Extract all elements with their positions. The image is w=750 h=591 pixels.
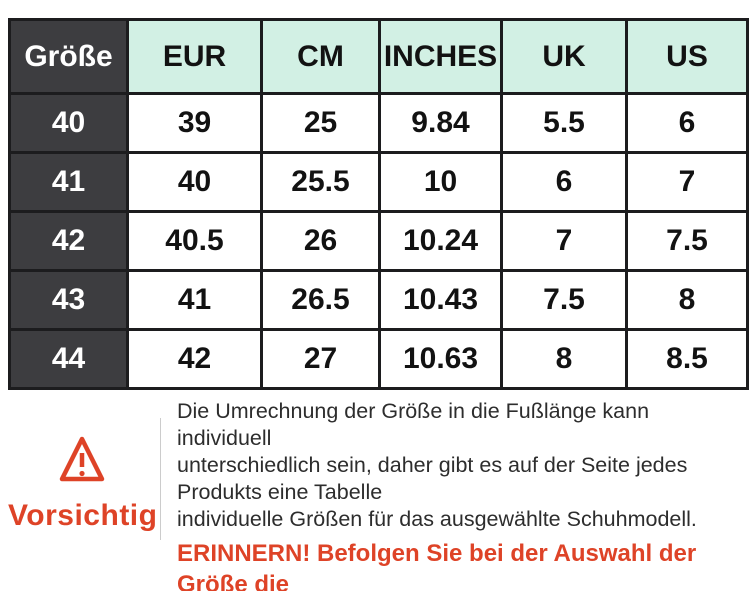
col-header-us: US (625, 18, 749, 95)
row-label-cell: 41 (8, 151, 129, 213)
table-cell: 8.5 (625, 328, 749, 390)
reminder-line: ERINNERN! Befolgen Sie bei der Auswahl d… (177, 540, 697, 591)
table-cell: 41 (126, 269, 263, 331)
table-cell: 10 (378, 151, 503, 213)
caution-label: Vorsichtig (8, 499, 158, 532)
notice-text: Die Umrechnung der Größe in die Fußlänge… (177, 398, 743, 591)
table-cell: 10.43 (378, 269, 503, 331)
warning-triangle-icon (59, 436, 105, 482)
col-header-cm: CM (260, 18, 381, 95)
row-label-cell: 42 (8, 210, 129, 272)
table-cell: 25.5 (260, 151, 381, 213)
table-cell: 7.5 (625, 210, 749, 272)
table-row-43: 43 41 26.5 10.43 7.5 8 (8, 269, 749, 331)
table-cell: 8 (500, 328, 628, 390)
col-header-inches: INCHES (378, 18, 503, 95)
caution-section: Vorsichtig Die Umrechnung der Größe in d… (0, 390, 750, 591)
note-line: Produkts eine Tabelle (177, 480, 383, 504)
reminder-block: ERINNERN! Befolgen Sie bei der Auswahl d… (177, 538, 743, 591)
table-cell: 27 (260, 328, 381, 390)
table-cell: 10.63 (378, 328, 503, 390)
note-line: unterschiedlich sein, daher gibt es auf … (177, 453, 688, 477)
table-cell: 42 (126, 328, 263, 390)
size-conversion-table: Größe EUR CM INCHES UK US 40 39 25 9.84 … (8, 18, 749, 390)
row-label-cell: 44 (8, 328, 129, 390)
note-line: individuelle Größen für das ausgewählte … (177, 507, 697, 531)
caution-badge: Vorsichtig (8, 434, 158, 533)
table-cell: 39 (126, 92, 263, 154)
table-cell: 6 (625, 92, 749, 154)
table-row-41: 41 40 25.5 10 6 7 (8, 151, 749, 213)
col-header-eur: EUR (126, 18, 263, 95)
note-line: Die Umrechnung der Größe in die Fußlänge… (177, 399, 650, 450)
table-cell: 7 (500, 210, 628, 272)
col-header-uk: UK (500, 18, 628, 95)
row-label-cell: 40 (8, 92, 129, 154)
table-row-42: 42 40.5 26 10.24 7 7.5 (8, 210, 749, 272)
col-header-groesse: Größe (8, 18, 129, 95)
table-cell: 10.24 (378, 210, 503, 272)
table-cell: 25 (260, 92, 381, 154)
table-cell: 26.5 (260, 269, 381, 331)
table-row-44: 44 42 27 10.63 8 8.5 (8, 328, 749, 390)
table-header-row: Größe EUR CM INCHES UK US (8, 18, 749, 95)
table-cell: 40.5 (126, 210, 263, 272)
table-cell: 7.5 (500, 269, 628, 331)
table-cell: 7 (625, 151, 749, 213)
row-label-cell: 43 (8, 269, 129, 331)
vertical-divider (160, 418, 161, 540)
table-cell: 40 (126, 151, 263, 213)
table-cell: 5.5 (500, 92, 628, 154)
table-cell: 8 (625, 269, 749, 331)
table-cell: 6 (500, 151, 628, 213)
table-row-40: 40 39 25 9.84 5.5 6 (8, 92, 749, 154)
table-cell: 26 (260, 210, 381, 272)
table-cell: 9.84 (378, 92, 503, 154)
